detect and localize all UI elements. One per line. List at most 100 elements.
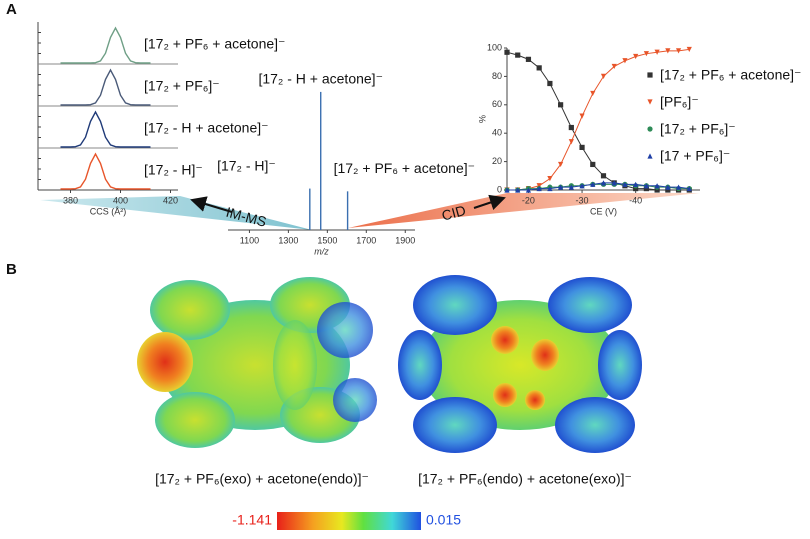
marker (647, 99, 653, 105)
marker (633, 181, 639, 187)
peak-label: [17₂ - H + acetone]⁻ (258, 71, 383, 87)
marker (654, 49, 660, 55)
panel-label: B (6, 261, 17, 278)
wedge (40, 196, 312, 230)
y-tick-label: 40 (492, 128, 502, 138)
surface-caption: [17₂ + PF₆(endo) + acetone(exo)]⁻ (418, 471, 632, 487)
marker (558, 184, 564, 190)
marker (590, 90, 596, 97)
marker (647, 153, 653, 159)
marker (622, 58, 628, 64)
marker (665, 187, 671, 193)
marker (547, 176, 553, 182)
marker (654, 187, 660, 193)
x-tick-label: -20 (522, 195, 535, 205)
panel-label: A (6, 1, 17, 18)
marker (600, 180, 607, 186)
x-tick-label: 1700 (356, 235, 376, 245)
y-tick-label: 20 (492, 156, 502, 166)
marker (558, 161, 564, 168)
marker (654, 183, 660, 189)
colorbar-max: 0.015 (426, 512, 461, 528)
marker (675, 184, 682, 190)
trace-label: [17₂ - H + acetone]⁻ (144, 120, 269, 136)
trace-label: [17₂ + PF₆]⁻ (144, 78, 220, 94)
marker (504, 187, 510, 193)
marker (568, 139, 574, 145)
legend-label: [17₂ + PF₆]⁻ (660, 121, 736, 137)
x-tick-label: -30 (576, 195, 589, 205)
x-tick-label: 1300 (278, 235, 298, 245)
marker (686, 46, 692, 53)
colorbar-min: -1.141 (232, 512, 272, 528)
marker (568, 124, 574, 131)
marker (675, 48, 682, 54)
marker (647, 72, 653, 78)
marker (579, 144, 585, 150)
marker (568, 184, 574, 190)
x-axis-label: CE (V) (590, 206, 617, 216)
trace (60, 110, 151, 148)
surface-left (137, 277, 377, 448)
marker (622, 181, 628, 187)
trace-label: [17₂ + PF₆ + acetone]⁻ (144, 36, 285, 52)
marker (558, 102, 564, 108)
marker (643, 185, 649, 192)
marker (536, 183, 542, 189)
peak-label: [17₂ + PF₆ + acetone]⁻ (334, 160, 475, 176)
marker (504, 49, 510, 55)
arrow-label: IM-MS (224, 204, 268, 230)
marker (611, 180, 617, 186)
trace (60, 152, 151, 190)
x-axis-label: CCS (Å²) (90, 206, 127, 216)
marker (647, 126, 653, 132)
peak-label: [17₂ - H]⁻ (217, 157, 276, 173)
marker (579, 183, 585, 189)
marker (686, 185, 692, 192)
surface-caption: [17₂ + PF₆(exo) + acetone(endo)]⁻ (155, 471, 369, 487)
x-tick-label: 420 (163, 195, 178, 205)
surface-right (398, 275, 642, 453)
peak (346, 191, 349, 230)
legend-label: [17 + PF₆]⁻ (660, 148, 730, 164)
marker (515, 187, 521, 193)
marker (579, 113, 585, 119)
marker (590, 161, 596, 168)
y-tick-label: 80 (492, 71, 502, 81)
trace (60, 68, 151, 106)
marker (590, 181, 596, 187)
series-line (507, 48, 690, 191)
x-tick-label: 400 (113, 195, 128, 205)
y-tick-label: 100 (487, 42, 502, 52)
marker (643, 51, 649, 57)
marker (665, 184, 671, 190)
peak (309, 188, 311, 230)
x-tick-label: 380 (63, 195, 78, 205)
peak (320, 91, 322, 231)
marker (611, 63, 617, 70)
x-axis-label: m/z (314, 246, 329, 256)
legend-label: [17₂ + PF₆ + acetone]⁻ (660, 67, 801, 83)
marker (536, 185, 542, 192)
legend-label: [PF₆]⁻ (660, 94, 699, 110)
marker (600, 73, 607, 79)
marker (525, 56, 532, 62)
marker (643, 183, 649, 189)
marker (665, 48, 671, 54)
arrow-label: CID (440, 202, 467, 224)
marker (536, 65, 542, 71)
series-line (507, 182, 690, 191)
y-tick-label: 0 (497, 184, 502, 194)
marker (547, 185, 553, 192)
colorbar (277, 512, 421, 530)
marker (633, 53, 639, 60)
wedge (348, 193, 700, 228)
trace (60, 26, 151, 64)
arrow (190, 196, 233, 213)
marker (600, 173, 607, 179)
marker (547, 80, 553, 87)
x-tick-label: 1500 (317, 235, 337, 245)
x-tick-label: 1900 (395, 235, 415, 245)
y-axis-label: % (477, 115, 487, 123)
